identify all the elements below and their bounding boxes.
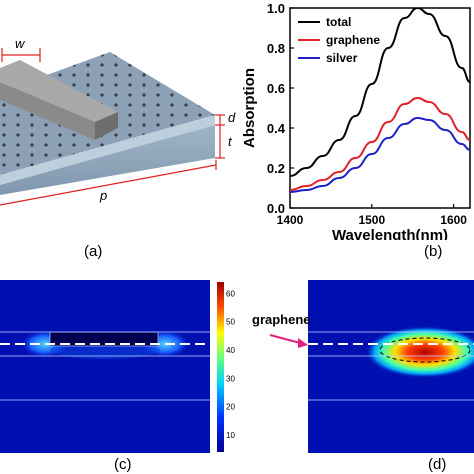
colorbar-tick-label: 10 [226, 431, 235, 440]
caption-b: (b) [424, 243, 443, 260]
colorbar [217, 282, 224, 452]
legend-label: silver [326, 51, 358, 65]
field-map-d: graphene [252, 280, 474, 453]
caption-c: (c) [114, 456, 132, 473]
dim-t: t [228, 134, 233, 149]
field-background-c [0, 280, 210, 453]
x-tick-label: 1400 [277, 213, 304, 227]
structure-schematic: w d t p [0, 36, 236, 206]
x-tick-label: 1500 [358, 213, 385, 227]
dim-p: p [99, 188, 107, 203]
panel-c: 10 20 30 40 50 60 (c) [0, 280, 240, 474]
y-tick-label: 0.6 [267, 81, 285, 96]
colorbar-tick-label: 60 [226, 289, 235, 298]
field-map-c: 10 20 30 40 50 60 [0, 280, 235, 453]
y-tick-label: 0.4 [267, 121, 286, 136]
series-line-silver [290, 116, 470, 193]
colorbar-tick-label: 50 [226, 318, 235, 327]
series-line-total [290, 8, 470, 177]
dim-d: d [228, 110, 236, 125]
plot-frame [289, 7, 471, 209]
panel-a: w d t p (a) [0, 0, 240, 260]
y-tick-label: 0.8 [267, 41, 285, 56]
hotspot-d [365, 326, 474, 378]
legend-label: total [326, 15, 351, 29]
panel-b: 0.0 0.2 0.4 0.6 0.8 1.0 1400 1500 1600 Wavelength… [240, 0, 474, 270]
panel-d: graphene (d) [240, 280, 474, 474]
caption-a: (a) [84, 243, 103, 260]
colorbar-tick-label: 30 [226, 374, 235, 383]
colorbar-tick-label: 40 [226, 346, 235, 355]
y-axis-label: Absorption [241, 68, 258, 148]
graphene-layer [0, 115, 215, 185]
substrate-side [0, 125, 215, 195]
y-tick-label: 0.0 [267, 201, 285, 216]
caption-d: (d) [428, 456, 447, 473]
absorption-chart: 0.0 0.2 0.4 0.6 0.8 1.0 1400 1500 1600Wavelength… [241, 1, 471, 244]
series-line-graphene [290, 96, 470, 191]
graphene-annotation: graphene [252, 312, 311, 327]
silver-strip-top [0, 60, 118, 122]
y-tick-label: 1.0 [267, 1, 285, 16]
dim-w: w [15, 36, 26, 51]
x-tick-label: 1600 [440, 213, 467, 227]
legend-label: graphene [326, 33, 380, 47]
colorbar-tick-label: 20 [226, 403, 235, 412]
silver-strip-front [95, 112, 118, 140]
x-axis-label: Wavelength(nm) [332, 227, 448, 240]
y-tick-label: 0.2 [267, 161, 285, 176]
